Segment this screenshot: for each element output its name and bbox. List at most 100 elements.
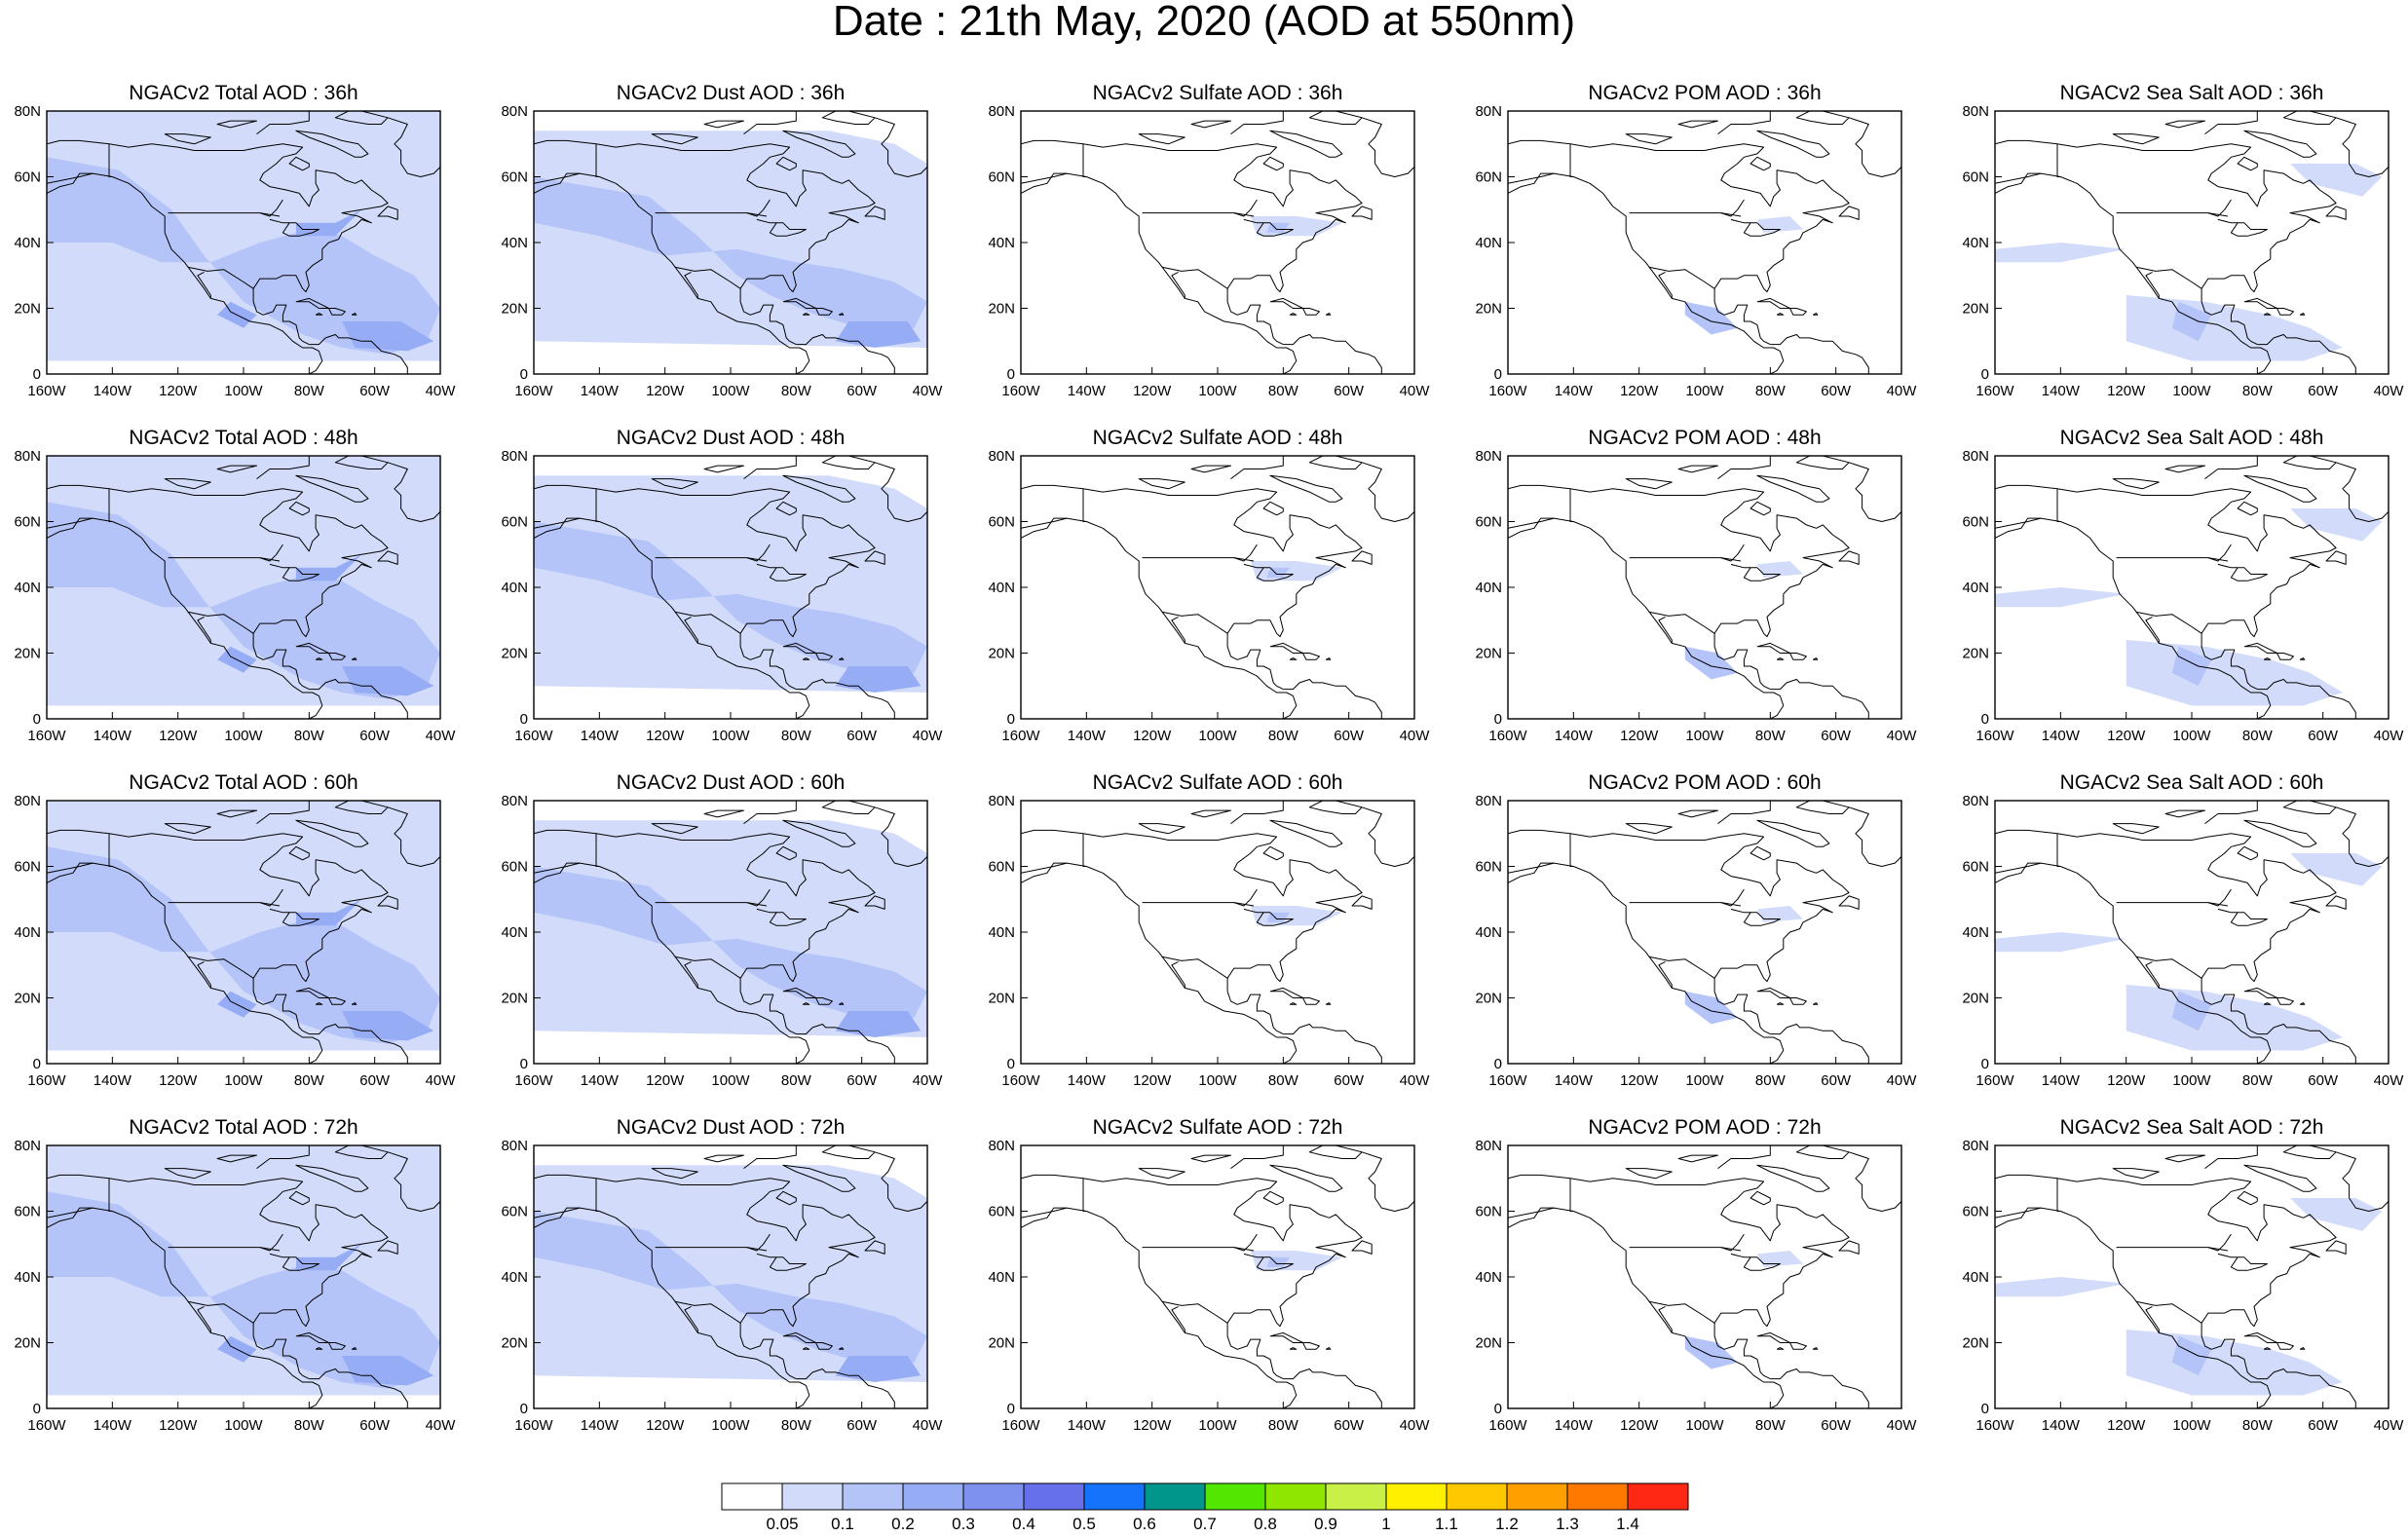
coastline (1795, 111, 1850, 125)
panel-title: NGACv2 Dust AOD : 48h (616, 427, 846, 449)
aod-shading (1684, 1335, 1738, 1369)
lon-label: 140W (2042, 728, 2081, 744)
coastline (315, 313, 323, 316)
aod-shading (534, 866, 927, 1018)
lat-label: 80N (501, 448, 528, 465)
coastline (1629, 902, 1742, 907)
lon-label: 40W (913, 1417, 944, 1434)
coastline (1230, 456, 1284, 479)
lon-label: 80W (781, 383, 812, 399)
coastline (746, 1233, 771, 1252)
coastline (1021, 139, 1363, 346)
lat-label: 60N (1475, 514, 1502, 531)
coastline (534, 829, 876, 1035)
coastline (1756, 819, 1830, 847)
lat-label: 60N (1475, 1204, 1502, 1220)
lon-label: 120W (2107, 383, 2146, 399)
lon-label: 80W (1755, 728, 1787, 744)
coastline (534, 1207, 581, 1228)
coastline (47, 862, 323, 1064)
coastline (1677, 1154, 1718, 1163)
coastline (2276, 308, 2294, 316)
lat-label: 40N (1962, 235, 1989, 251)
coastline (2056, 143, 2061, 177)
lon-label: 80W (2242, 383, 2274, 399)
coastline (256, 456, 310, 479)
coastline (47, 1207, 323, 1408)
lon-label: 60W (359, 1417, 391, 1434)
lon-label: 40W (913, 728, 944, 744)
coastline (1302, 308, 1320, 316)
coastline (2282, 111, 2337, 125)
colorbar-label: 0.05 (766, 1515, 799, 1533)
coastline (2145, 1305, 2160, 1333)
lon-label: 60W (1821, 1417, 1852, 1434)
lon-label: 100W (2172, 1072, 2211, 1089)
coastline (47, 139, 389, 346)
map-panel: NGACv2 Sulfate AOD : 48h 0 20N 40N 60N 80N 160… (988, 427, 1430, 748)
coastline (2056, 833, 2061, 867)
lon-label: 120W (1133, 1417, 1172, 1434)
lat-label: 0 (33, 1401, 41, 1417)
coastline (1262, 501, 1284, 516)
coastline (315, 1002, 323, 1005)
colorbar-label: 1.4 (1616, 1515, 1639, 1533)
coastline (1569, 1178, 1574, 1212)
coastline (387, 1151, 440, 1212)
coastline (1756, 130, 1830, 158)
lat-label: 80N (988, 793, 1015, 809)
coastline (1569, 833, 1574, 867)
lon-label: 100W (1198, 1417, 1237, 1434)
coastline (168, 212, 281, 217)
coastline (1995, 517, 2042, 539)
coastline (259, 544, 283, 562)
coastline (595, 1178, 600, 1212)
lon-label: 80W (2242, 1072, 2274, 1089)
coastline (334, 456, 389, 469)
coastline (1138, 823, 1185, 835)
lat-label: 20N (988, 991, 1015, 1007)
coastline (269, 218, 320, 237)
aod-map: 0 20N 40N 60N 80N 160W 140W 120W 100W 80W 60W 40W (988, 1138, 1430, 1434)
coastline (1717, 1145, 1771, 1169)
map-panel: NGACv2 Dust AOD : 36h 0 20N 40N 60N 80N 160W 14… (501, 82, 943, 403)
coastline (815, 997, 833, 1005)
lon-label: 120W (646, 1072, 685, 1089)
lat-label: 0 (1981, 1401, 1989, 1417)
coastline (2243, 297, 2277, 309)
coastline (1730, 218, 1781, 237)
coastline (288, 845, 310, 861)
lon-label: 100W (711, 728, 750, 744)
coastline (1838, 206, 1860, 220)
coastline (2299, 1002, 2306, 1005)
coastline (2164, 1154, 2205, 1163)
coastline (1082, 143, 1087, 177)
lat-label: 80N (1475, 1138, 1502, 1154)
coastline (838, 1347, 845, 1350)
coastline (1838, 895, 1860, 910)
lon-label: 160W (514, 728, 553, 744)
coastline (1648, 611, 1715, 634)
coastline (534, 1174, 876, 1380)
lon-label: 60W (847, 1417, 878, 1434)
coastline (1756, 1164, 1830, 1192)
panel-title: NGACv2 Total AOD : 48h (129, 427, 358, 449)
coastline (328, 308, 346, 316)
coastline (1648, 1300, 1715, 1324)
coastline (2263, 657, 2272, 660)
map-panel: NGACv2 Total AOD : 36h 0 20N 40N 60N 80N 160W 1… (14, 82, 456, 403)
coastline (2257, 334, 2356, 374)
coastline (1848, 117, 1901, 177)
coastline (534, 517, 581, 539)
lon-label: 160W (1001, 1417, 1040, 1434)
coastline (1750, 501, 1771, 516)
coastline (651, 823, 698, 835)
coastline (821, 111, 876, 125)
coastline (1508, 139, 1850, 346)
aod-shading (342, 666, 434, 696)
lon-label: 100W (1685, 1072, 1724, 1089)
coastline (1138, 1168, 1185, 1180)
coastline (1658, 271, 1673, 299)
coastline (1770, 1024, 1869, 1064)
lon-label: 40W (1400, 383, 1431, 399)
